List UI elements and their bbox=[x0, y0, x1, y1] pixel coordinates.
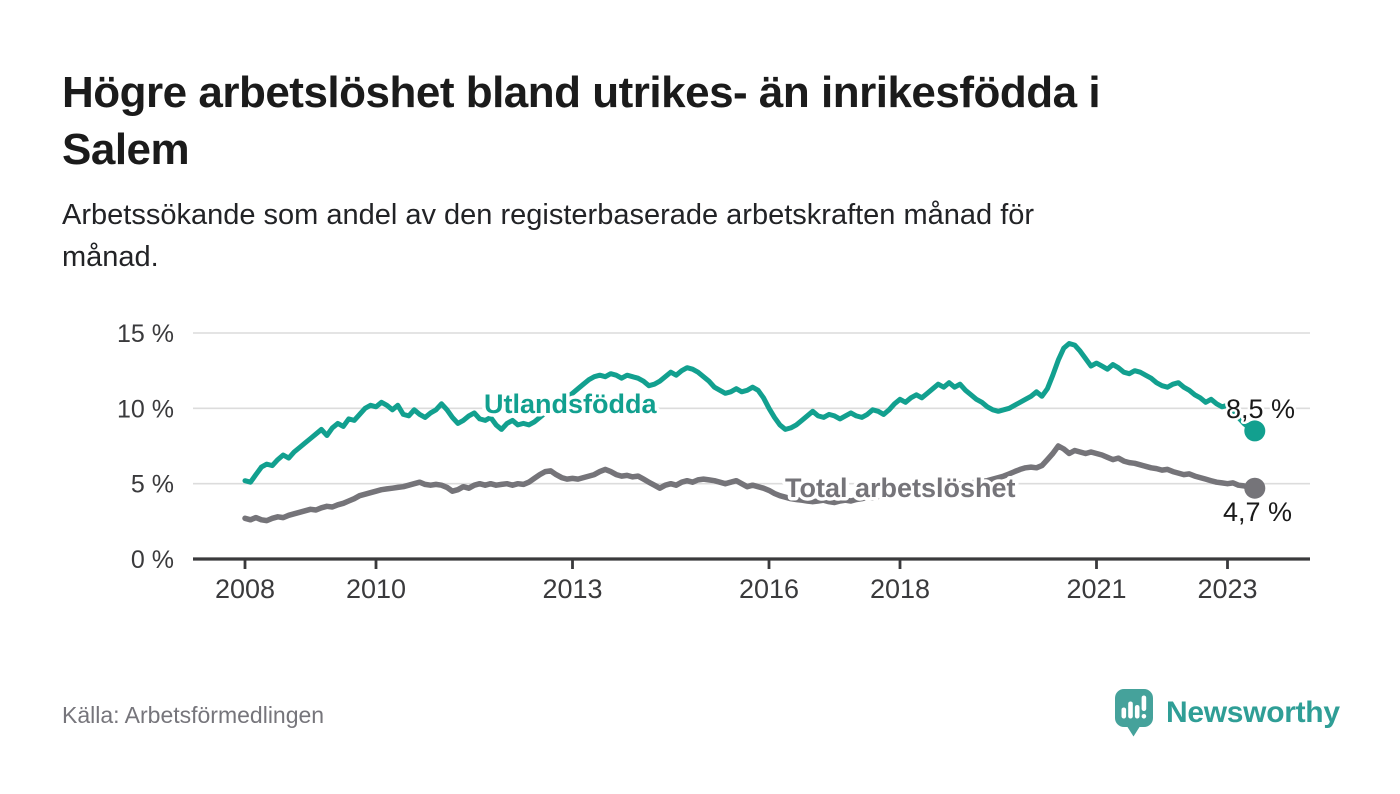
end-value-label-utlandsfodda: 8,5 % bbox=[1226, 394, 1295, 424]
x-tick-label-2010: 2010 bbox=[346, 574, 406, 604]
end-dot-total bbox=[1244, 477, 1266, 499]
x-tick-label-2016: 2016 bbox=[739, 574, 799, 604]
series-line-total bbox=[242, 443, 1258, 524]
chart-title-line-2: Salem bbox=[62, 125, 190, 174]
x-tick-label-2008: 2008 bbox=[215, 574, 275, 604]
y-tick-label-5: 5 % bbox=[131, 471, 174, 499]
y-tick-label-15: 15 % bbox=[117, 320, 174, 348]
chart-title-line-1: Högre arbetslöshet bland utrikes- än inr… bbox=[62, 68, 1101, 117]
chart-subtitle-line-2: månad. bbox=[62, 241, 159, 273]
series-label-total: Total arbetslöshet bbox=[785, 473, 1016, 503]
source-note: Källa: Arbetsförmedlingen bbox=[62, 702, 325, 728]
chart-subtitle-line-1: Arbetssökande som andel av den registerb… bbox=[62, 199, 1035, 231]
chart-subtitle: Arbetssökande som andel av den registerb… bbox=[62, 194, 1332, 278]
y-tick-label-10: 10 % bbox=[117, 395, 174, 423]
y-tick-label-0: 0 % bbox=[131, 546, 174, 574]
chart-title: Högre arbetslöshet bland utrikes- än inr… bbox=[62, 64, 1332, 178]
series-label-utlandsfodda: Utlandsfödda bbox=[484, 389, 657, 419]
series-line-utlandsfodda bbox=[242, 341, 1258, 485]
newsworthy-branding: Newsworthy bbox=[1114, 688, 1340, 738]
x-tick-label-2023: 2023 bbox=[1197, 574, 1257, 604]
end-dot-utlandsfodda bbox=[1244, 420, 1266, 442]
x-tick-label-2013: 2013 bbox=[542, 574, 602, 604]
end-value-label-total: 4,7 % bbox=[1223, 497, 1292, 527]
newsworthy-speech-bubble-bars-icon bbox=[1115, 689, 1153, 737]
newsworthy-wordmark: Newsworthy bbox=[1166, 696, 1340, 729]
x-tick-label-2021: 2021 bbox=[1066, 574, 1126, 604]
x-tick-label-2018: 2018 bbox=[870, 574, 930, 604]
